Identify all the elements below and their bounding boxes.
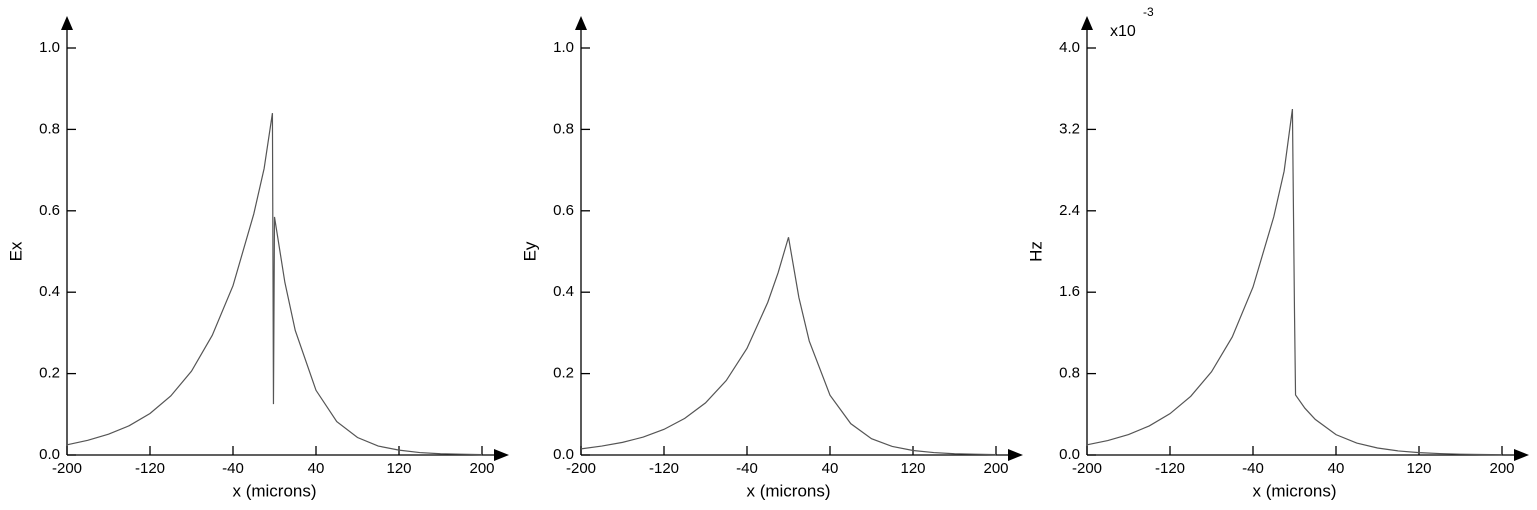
x-tick-label: 120: [900, 460, 925, 477]
y-axis-arrow: [61, 16, 73, 30]
y-tick-label: 0.6: [39, 202, 60, 219]
x-axis-label: x (microns): [1252, 481, 1336, 500]
y-tick-label: 0.8: [39, 120, 60, 137]
y-tick-label: 4.0: [1059, 39, 1080, 56]
x-tick-label: -200: [52, 460, 82, 477]
x-tick-label: -40: [222, 460, 244, 477]
data-line: [580, 237, 997, 456]
y-tick-label: 0.0: [553, 446, 574, 463]
chart-panel: 0.0 0.2 0.4 0.6 0.8 1.0 -200 -120 -40 40 120 200 x (…: [520, 16, 1023, 500]
x-tick-label: -200: [1072, 460, 1102, 477]
y-tick-label: 0.2: [553, 365, 574, 382]
x-axis-label: x (microns): [746, 481, 830, 500]
y-axis-arrow: [575, 16, 587, 30]
x-tick-label: 40: [1328, 460, 1345, 477]
y-tick-label: 1.0: [553, 39, 574, 56]
y-axis-label: Ex: [6, 241, 25, 261]
data-line: [66, 113, 483, 456]
x-tick-label: 200: [1489, 460, 1514, 477]
data-line: [1086, 108, 1503, 456]
y-tick-label: 3.2: [1059, 120, 1080, 137]
y-tick-label: 1.0: [39, 39, 60, 56]
x-tick-label: 200: [469, 460, 494, 477]
y-tick-label: 2.4: [1059, 202, 1080, 219]
y-axis-arrow: [1081, 16, 1093, 30]
x-axis-arrow: [494, 449, 509, 461]
x-tick-label: 40: [822, 460, 839, 477]
x-tick-label: -200: [566, 460, 596, 477]
y-tick-label: 1.6: [1059, 283, 1080, 300]
x-tick-label: -120: [649, 460, 679, 477]
y-tick-label: 0.4: [39, 283, 60, 300]
y-tick-label: 0.8: [553, 120, 574, 137]
x-tick-label: 40: [308, 460, 325, 477]
y-tick-label: 0.8: [1059, 365, 1080, 382]
x-axis-arrow: [1514, 449, 1529, 461]
y-axis-label: Ey: [520, 241, 539, 261]
y-tick-label: 0.0: [39, 446, 60, 463]
y-tick-label: 0.0: [1059, 446, 1080, 463]
y-tick-label: 0.4: [553, 283, 574, 300]
x-tick-label: -40: [736, 460, 758, 477]
x-tick-label: -40: [1242, 460, 1264, 477]
axis-multiplier: x10: [1110, 23, 1136, 40]
x-axis-label: x (microns): [232, 481, 316, 500]
x-tick-label: 120: [386, 460, 411, 477]
axis-multiplier-exponent: -3: [1143, 5, 1154, 19]
y-tick-label: 0.2: [39, 365, 60, 382]
x-tick-label: -120: [1155, 460, 1185, 477]
y-axis-label: Hz: [1026, 241, 1045, 262]
x-tick-label: 120: [1406, 460, 1431, 477]
x-tick-label: 200: [983, 460, 1008, 477]
y-tick-label: 0.6: [553, 202, 574, 219]
x-tick-label: -120: [135, 460, 165, 477]
chart-panel: 0.0 0.2 0.4 0.6 0.8 1.0 -200 -120 -40 40 120 200 x (…: [6, 16, 509, 500]
x-axis-arrow: [1008, 449, 1023, 461]
chart-panel: 0.0 0.8 1.6 2.4 3.2 4.0 -200 -120 -40 40 120 200 x (…: [1026, 5, 1529, 500]
